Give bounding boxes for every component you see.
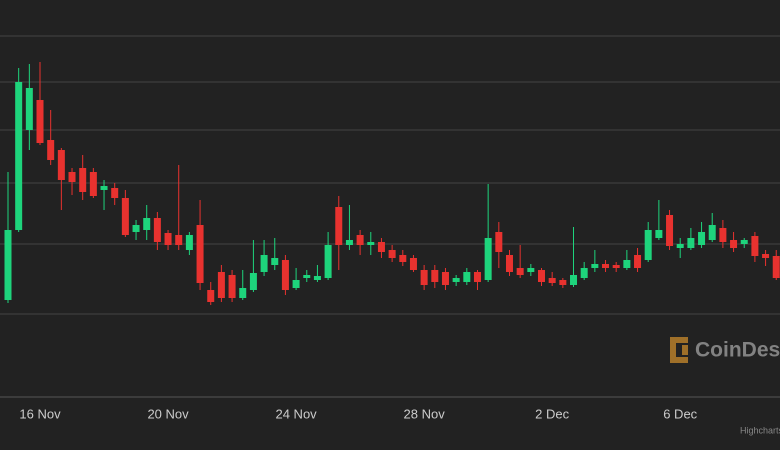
grid — [0, 35, 780, 315]
candle-body — [4, 230, 12, 300]
candle-body — [740, 240, 748, 244]
candle-body — [367, 242, 375, 245]
x-tick-label: 6 Dec — [663, 406, 697, 421]
x-tick-label: 24 Nov — [275, 406, 317, 421]
x-tick-label: 28 Nov — [404, 406, 446, 421]
candle-body — [100, 186, 108, 190]
candle-body — [612, 265, 620, 268]
candle-body — [698, 232, 706, 245]
candle-body — [271, 258, 279, 265]
candle-body — [666, 215, 674, 246]
candle-body — [441, 272, 449, 285]
candle-body — [580, 268, 588, 278]
candle-body — [559, 280, 567, 285]
candle-body — [730, 240, 738, 248]
candle-body — [249, 273, 257, 290]
candle-body — [89, 172, 97, 196]
candle-body — [570, 275, 578, 285]
x-tick-label: 16 Nov — [19, 406, 61, 421]
candle-body — [420, 270, 428, 285]
candle-body — [602, 264, 610, 268]
candle-body — [207, 290, 215, 302]
candle-body — [527, 268, 535, 272]
candle-body — [292, 280, 300, 288]
candle-body — [68, 172, 76, 182]
candle-body — [687, 238, 695, 248]
candles — [4, 62, 780, 305]
candle-body — [634, 255, 642, 268]
candle-body — [335, 207, 343, 245]
x-tick-label: 20 Nov — [147, 406, 189, 421]
candle-body — [516, 268, 524, 275]
candle-body — [111, 188, 119, 198]
candle-body — [313, 276, 321, 280]
candle-body — [217, 272, 225, 298]
candle-body — [623, 260, 631, 268]
candle-body — [143, 218, 151, 230]
candle-body — [239, 288, 247, 298]
candle-body — [185, 235, 193, 250]
candle-body — [762, 254, 770, 258]
candle-body — [57, 150, 65, 180]
candle-body — [228, 275, 236, 298]
candle-body — [15, 82, 23, 230]
candle-body — [47, 140, 55, 160]
candle-body — [473, 272, 481, 282]
candle-body — [281, 260, 289, 290]
candle-body — [196, 225, 204, 283]
candle-body — [655, 230, 663, 238]
candle-body — [175, 235, 183, 245]
candle-body — [719, 228, 727, 242]
watermark-logo — [670, 337, 688, 363]
candle-body — [164, 233, 172, 245]
candle-body — [356, 235, 364, 245]
candle-body — [708, 225, 716, 240]
candle-body — [345, 240, 353, 245]
candle-body — [132, 225, 140, 232]
candle-body — [591, 264, 599, 268]
candle-body — [36, 100, 44, 143]
candle-body — [452, 278, 460, 282]
watermark: CoinDesk — [695, 339, 780, 362]
candle-body — [303, 275, 311, 278]
candle-body — [644, 230, 652, 260]
candle-body — [505, 255, 513, 272]
candle-body — [772, 256, 780, 278]
candle-body — [484, 238, 492, 280]
candle-body — [538, 270, 545, 282]
candle-body — [121, 198, 129, 235]
candle-body — [388, 250, 396, 258]
candle-body — [79, 168, 87, 192]
candle-body — [153, 218, 161, 242]
candle-body — [260, 255, 268, 272]
candle-body — [751, 236, 759, 256]
candle-body — [676, 244, 684, 248]
candle-body — [324, 245, 332, 278]
candle-body — [399, 255, 407, 262]
candle-body — [431, 270, 439, 282]
candle-body — [495, 232, 503, 252]
candle-body — [377, 242, 385, 252]
candle-body — [25, 88, 33, 130]
candle-body — [463, 272, 471, 282]
x-tick-label: 2 Dec — [535, 406, 569, 421]
candle-body — [548, 278, 556, 283]
x-axis-labels: 16 Nov 20 Nov 24 Nov 28 Nov 2 Dec 6 Dec — [19, 406, 697, 421]
credit: Highcharts.com — [740, 425, 780, 435]
candle-body — [409, 258, 417, 270]
